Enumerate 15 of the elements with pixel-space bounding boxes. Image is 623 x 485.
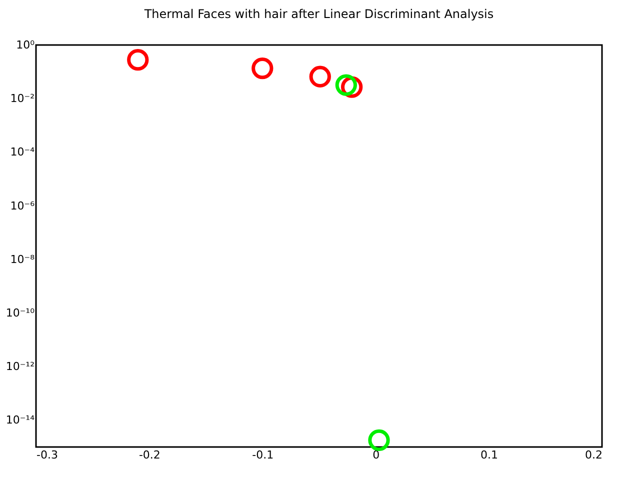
x-tick-label: -0.2 (138, 448, 160, 462)
y-tick-label: 10⁻¹⁴ (6, 414, 36, 427)
y-tick-label: 10⁻¹² (6, 360, 34, 374)
x-tick-label: 0.2 (585, 448, 602, 462)
y-tick-label: 10⁻⁸ (10, 252, 36, 266)
x-tick-label: 0.1 (480, 448, 498, 462)
y-tick-label: 10⁰ (16, 38, 36, 52)
y-tick-label: 10⁻² (10, 92, 34, 106)
y-tick-label: 10⁻¹⁰ (6, 306, 36, 320)
y-tick-label: 10⁻⁶ (10, 199, 36, 212)
x-tick-label: -0.1 (252, 448, 274, 462)
x-tick-label: -0.3 (36, 448, 58, 462)
y-tick-label: 10⁻⁴ (10, 146, 36, 159)
x-tick-label: 0 (372, 448, 380, 462)
chart-title: Thermal Faces with hair after Linear Discriminant Analysis (143, 7, 494, 21)
